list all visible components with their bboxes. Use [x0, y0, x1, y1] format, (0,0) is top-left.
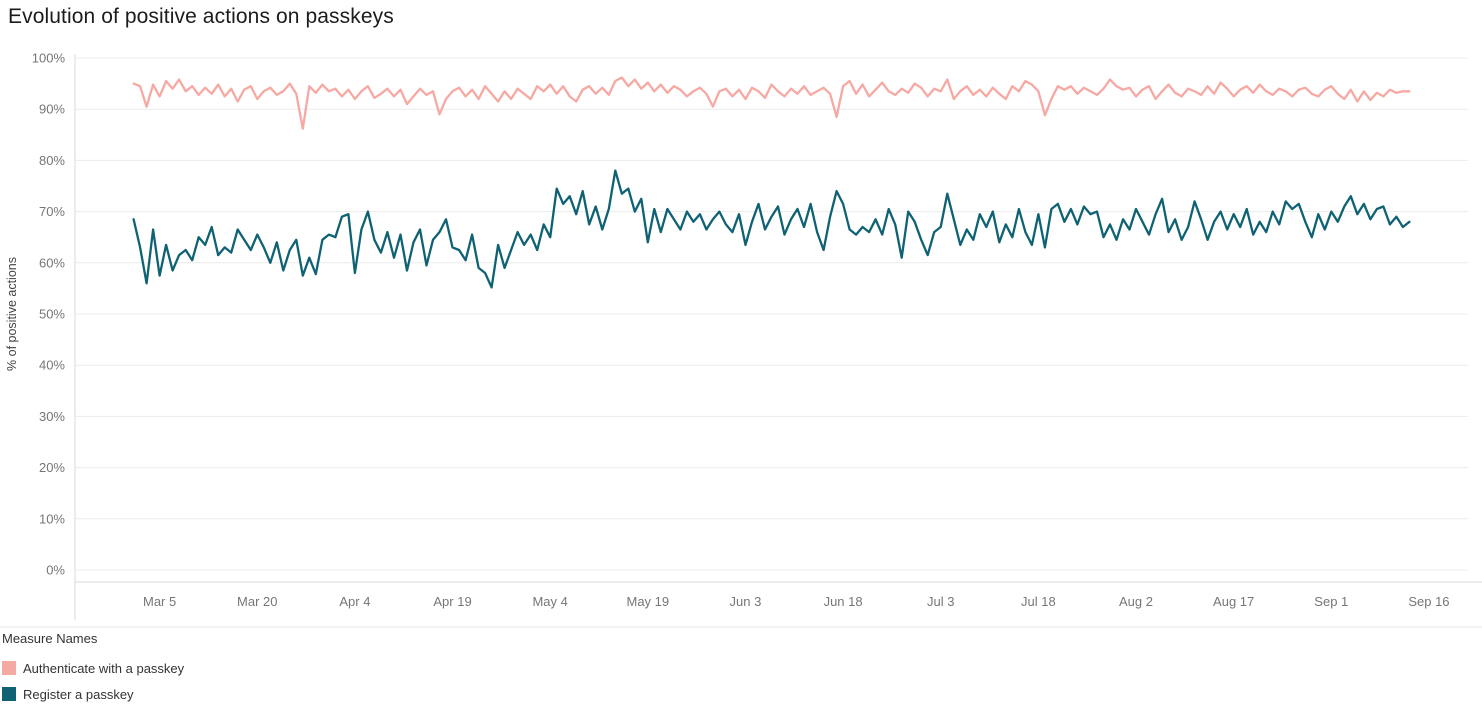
y-tick-label: 70% — [39, 204, 65, 219]
x-tick-label: Sep 1 — [1314, 594, 1348, 609]
series-lines — [132, 76, 1411, 289]
y-tick-label: 50% — [39, 307, 65, 322]
x-tick-label: May 19 — [627, 594, 670, 609]
legend-label-authenticate: Authenticate with a passkey — [23, 660, 185, 676]
y-tick-label: 0% — [46, 563, 65, 578]
legend: Measure Names Authenticate with a passke… — [2, 631, 184, 707]
x-tick-label: Aug 17 — [1213, 594, 1254, 609]
chart-title: Evolution of positive actions on passkey… — [8, 5, 394, 28]
x-tick-label: Jun 18 — [824, 594, 863, 609]
legend-swatch-authenticate-icon — [2, 661, 16, 675]
y-tick-label: 60% — [39, 255, 65, 270]
x-tick-label: Jun 3 — [730, 594, 762, 609]
x-tick-label: Mar 5 — [143, 594, 176, 609]
axis-lines — [0, 54, 1482, 628]
legend-item-register[interactable]: Register a passkey — [2, 681, 184, 707]
series-line-register-a-passkey[interactable] — [132, 169, 1411, 289]
y-tick-label: 30% — [39, 409, 65, 424]
series-line-authenticate-with-a-passkey[interactable] — [132, 76, 1411, 130]
x-tick-label: Aug 2 — [1119, 594, 1153, 609]
legend-item-authenticate[interactable]: Authenticate with a passkey — [2, 655, 184, 681]
gridlines — [75, 57, 1468, 571]
x-tick-label: Jul 3 — [927, 594, 954, 609]
x-tick-labels: Mar 5 Mar 20 Apr 4 Apr 19 May 4 May 19 Jun 3 Ju… — [143, 594, 1450, 609]
x-tick-label: May 4 — [532, 594, 567, 609]
x-tick-label: Jul 18 — [1021, 594, 1056, 609]
y-tick-label: 40% — [39, 358, 65, 373]
y-tick-labels: 0% 10% 20% 30% 40% 50% 60% 70% 80% 90% 100% — [32, 51, 66, 578]
y-tick-label: 10% — [39, 511, 65, 526]
x-tick-label: Apr 19 — [433, 594, 471, 609]
legend-title: Measure Names — [2, 631, 98, 646]
x-tick-label: Apr 4 — [339, 594, 370, 609]
legend-swatch-register-icon — [2, 687, 16, 701]
y-tick-label: 80% — [39, 153, 65, 168]
y-tick-label: 90% — [39, 102, 65, 117]
legend-label-register: Register a passkey — [23, 686, 134, 702]
y-tick-label: 100% — [32, 51, 66, 66]
y-tick-label: 20% — [39, 460, 65, 475]
y-axis-title: % of positive actions — [5, 257, 19, 371]
x-tick-label: Mar 20 — [237, 594, 277, 609]
x-tick-label: Sep 16 — [1408, 594, 1449, 609]
